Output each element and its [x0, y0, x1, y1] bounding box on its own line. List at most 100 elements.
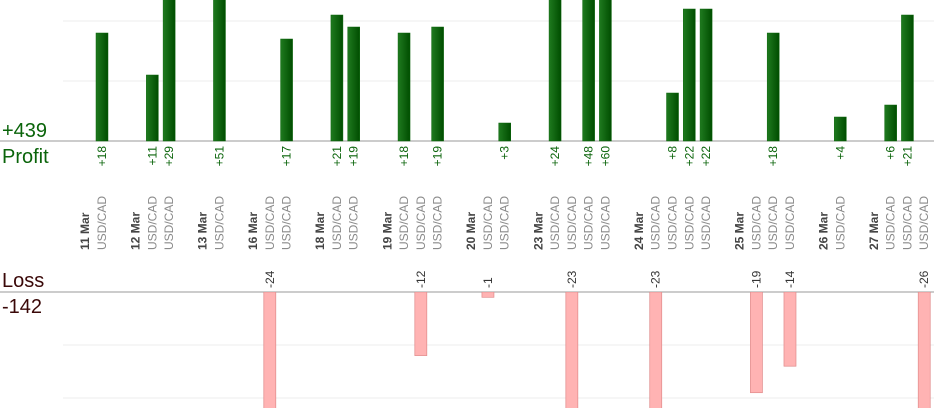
- profit-bar: [280, 38, 293, 142]
- date-label: 19 Mar: [380, 212, 394, 250]
- value-label: +21: [900, 146, 914, 167]
- profit-bar: [666, 92, 679, 142]
- value-label: -14: [783, 270, 797, 288]
- value-label: +48: [582, 146, 596, 167]
- value-label: +24: [548, 146, 562, 167]
- profit-bar: [95, 32, 109, 142]
- date-label: 12 Mar: [129, 212, 143, 250]
- loss-bar: [481, 292, 495, 298]
- value-label: +18: [766, 146, 780, 167]
- date-label: 27 Mar: [867, 212, 881, 250]
- value-label: -19: [749, 270, 763, 288]
- date-label: 16 Mar: [246, 212, 260, 250]
- value-label: +19: [347, 146, 361, 167]
- pair-label: USD/CAD: [280, 196, 294, 250]
- value-label: +19: [431, 146, 445, 167]
- value-label: +4: [833, 146, 847, 160]
- date-label: 11 Mar: [78, 212, 92, 250]
- pair-label: USD/CAD: [900, 196, 914, 250]
- date-label: 24 Mar: [632, 212, 646, 250]
- pair-label: USD/CAD: [699, 196, 713, 250]
- pair-label: USD/CAD: [95, 196, 109, 250]
- value-label: +18: [397, 146, 411, 167]
- loss-bar: [750, 292, 763, 394]
- profit-bar: [766, 32, 780, 142]
- profit-bar: [213, 0, 226, 142]
- pair-label: USD/CAD: [263, 196, 277, 250]
- pair-label: USD/CAD: [649, 196, 663, 250]
- pair-label: USD/CAD: [884, 196, 898, 250]
- pair-label: USD/CAD: [565, 196, 579, 250]
- pair-label: USD/CAD: [548, 196, 562, 250]
- profit-bar: [330, 14, 344, 142]
- value-label: -1: [481, 277, 495, 288]
- date-label: 20 Mar: [464, 212, 478, 250]
- profit-bar: [146, 74, 159, 142]
- loss-bar: [649, 292, 663, 408]
- value-label: +8: [666, 146, 680, 160]
- date-label: 25 Mar: [733, 212, 747, 250]
- value-label: -24: [263, 270, 277, 288]
- profit-bar: [548, 0, 562, 142]
- date-label: 23 Mar: [531, 212, 545, 250]
- value-label: +6: [884, 146, 898, 160]
- pair-label: USD/CAD: [481, 196, 495, 250]
- loss-total: -142: [2, 296, 42, 318]
- loss-bar: [917, 292, 931, 408]
- pair-label: USD/CAD: [414, 196, 428, 250]
- value-label: +18: [95, 146, 109, 167]
- value-label: -12: [414, 270, 428, 288]
- value-label: -23: [565, 270, 579, 288]
- profit-bar: [599, 0, 612, 142]
- profit-bar: [834, 116, 847, 142]
- profit-total: +439: [2, 120, 47, 142]
- value-label: +21: [330, 146, 344, 167]
- pair-label: USD/CAD: [397, 196, 411, 250]
- value-label: +22: [682, 146, 696, 167]
- value-label: -23: [649, 270, 663, 288]
- loss-bar: [263, 292, 277, 408]
- profit-bar: [683, 8, 696, 142]
- profit-bar: [498, 122, 511, 142]
- pair-label: USD/CAD: [347, 196, 361, 250]
- profit-bar: [397, 32, 411, 142]
- loss-label: Loss: [2, 270, 44, 292]
- pair-label: USD/CAD: [766, 196, 780, 250]
- pair-label: USD/CAD: [212, 196, 226, 250]
- pair-label: USD/CAD: [582, 196, 596, 250]
- profit-bar: [162, 0, 176, 142]
- pair-label: USD/CAD: [666, 196, 680, 250]
- pair-label: USD/CAD: [682, 196, 696, 250]
- pair-label: USD/CAD: [833, 196, 847, 250]
- pair-label: USD/CAD: [145, 196, 159, 250]
- loss-bar: [783, 292, 797, 367]
- value-label: +22: [699, 146, 713, 167]
- value-label: +60: [598, 146, 612, 167]
- loss-bar: [565, 292, 579, 408]
- profit-bar: [884, 104, 897, 142]
- profit-bar: [901, 14, 914, 142]
- profit-bar: [347, 26, 360, 142]
- profit-bar: [582, 0, 595, 142]
- pair-label: USD/CAD: [330, 196, 344, 250]
- pair-label: USD/CAD: [749, 196, 763, 250]
- value-label: +29: [162, 146, 176, 167]
- pair-label: USD/CAD: [498, 196, 512, 250]
- value-label: +11: [145, 146, 159, 166]
- value-label: +3: [498, 146, 512, 160]
- loss-bar: [414, 292, 428, 356]
- profit-bar: [699, 8, 713, 142]
- date-label: 13 Mar: [196, 212, 210, 250]
- value-label: +17: [280, 146, 294, 167]
- date-label: 18 Mar: [313, 212, 327, 250]
- pair-label: USD/CAD: [783, 196, 797, 250]
- pair-label: USD/CAD: [431, 196, 445, 250]
- pair-label: USD/CAD: [917, 196, 931, 250]
- pair-label: USD/CAD: [162, 196, 176, 250]
- profit-label: Profit: [2, 146, 49, 168]
- value-label: -26: [917, 270, 931, 288]
- pair-label: USD/CAD: [598, 196, 612, 250]
- profit-bar: [431, 26, 444, 142]
- date-label: 26 Mar: [817, 212, 831, 250]
